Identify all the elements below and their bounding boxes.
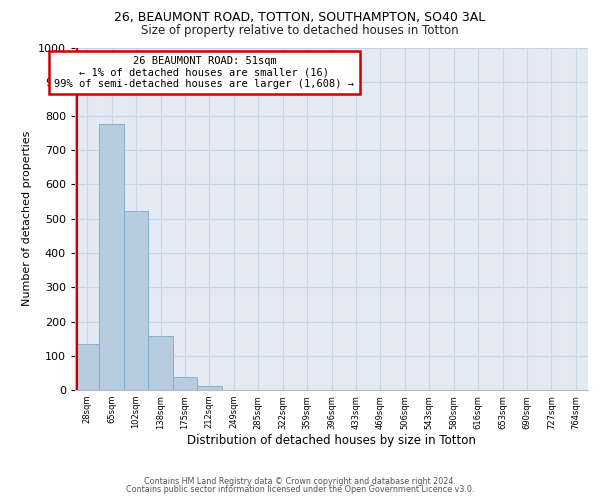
- Text: 26, BEAUMONT ROAD, TOTTON, SOUTHAMPTON, SO40 3AL: 26, BEAUMONT ROAD, TOTTON, SOUTHAMPTON, …: [115, 11, 485, 24]
- Text: Size of property relative to detached houses in Totton: Size of property relative to detached ho…: [141, 24, 459, 37]
- Bar: [75, 344, 100, 390]
- Bar: [148, 336, 173, 390]
- Text: 26 BEAUMONT ROAD: 51sqm
← 1% of detached houses are smaller (16)
99% of semi-det: 26 BEAUMONT ROAD: 51sqm ← 1% of detached…: [55, 56, 355, 90]
- Bar: [100, 124, 124, 390]
- Text: Contains HM Land Registry data © Crown copyright and database right 2024.: Contains HM Land Registry data © Crown c…: [144, 477, 456, 486]
- Bar: [124, 210, 148, 390]
- Bar: [173, 377, 197, 390]
- Text: Contains public sector information licensed under the Open Government Licence v3: Contains public sector information licen…: [126, 485, 474, 494]
- Bar: [197, 386, 221, 390]
- X-axis label: Distribution of detached houses by size in Totton: Distribution of detached houses by size …: [187, 434, 476, 448]
- Y-axis label: Number of detached properties: Number of detached properties: [22, 131, 32, 306]
